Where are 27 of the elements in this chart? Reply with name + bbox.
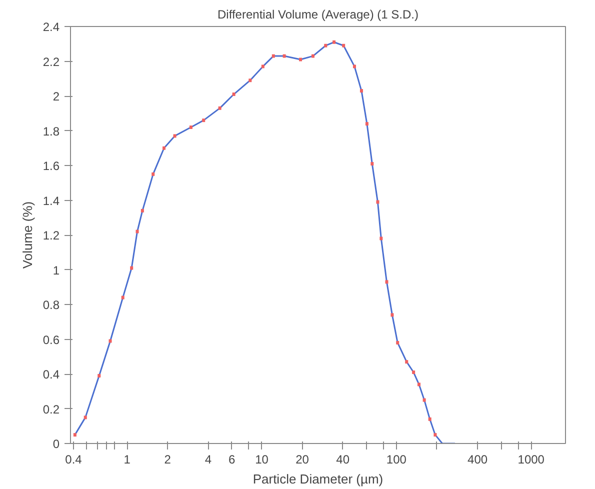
x-tick-label: 10: [255, 452, 269, 466]
x-tick-label: 20: [296, 452, 310, 466]
y-tick-label: 1.8: [42, 124, 60, 138]
x-axis-title: Particle Diameter (µm): [252, 472, 384, 486]
x-tick-label: 1000: [518, 452, 545, 466]
chart-title: Differential Volume (Average) (1 S.D.): [218, 8, 418, 22]
x-tick-label: 400: [468, 452, 488, 466]
y-tick-label: 0.4: [42, 368, 60, 382]
y-tick-label: 0.8: [42, 298, 60, 312]
x-tick-label: 0.4: [65, 452, 82, 466]
y-tick-label: 2: [52, 90, 60, 104]
x-tick-label: 40: [336, 452, 350, 466]
y-tick-label: 0.6: [42, 332, 60, 347]
y-axis-title: Volume (%): [20, 201, 35, 269]
x-tick-label: 2: [164, 452, 172, 466]
x-tick-label: 4: [204, 452, 212, 466]
x-tick-label: 6: [228, 452, 236, 466]
y-tick-label: 0.2: [42, 402, 60, 416]
x-tick-label: 1: [124, 452, 131, 466]
y-tick-label: 1.2: [42, 228, 60, 242]
y-tick-label: 1: [52, 263, 60, 278]
y-tick-label: 2.2: [42, 54, 60, 69]
y-tick-label: 0: [52, 437, 60, 451]
x-tick-label: 100: [386, 452, 407, 466]
y-tick-label: 1.6: [42, 159, 60, 173]
y-tick-label: 2.4: [42, 20, 60, 34]
y-tick-label: 1.4: [42, 194, 60, 208]
